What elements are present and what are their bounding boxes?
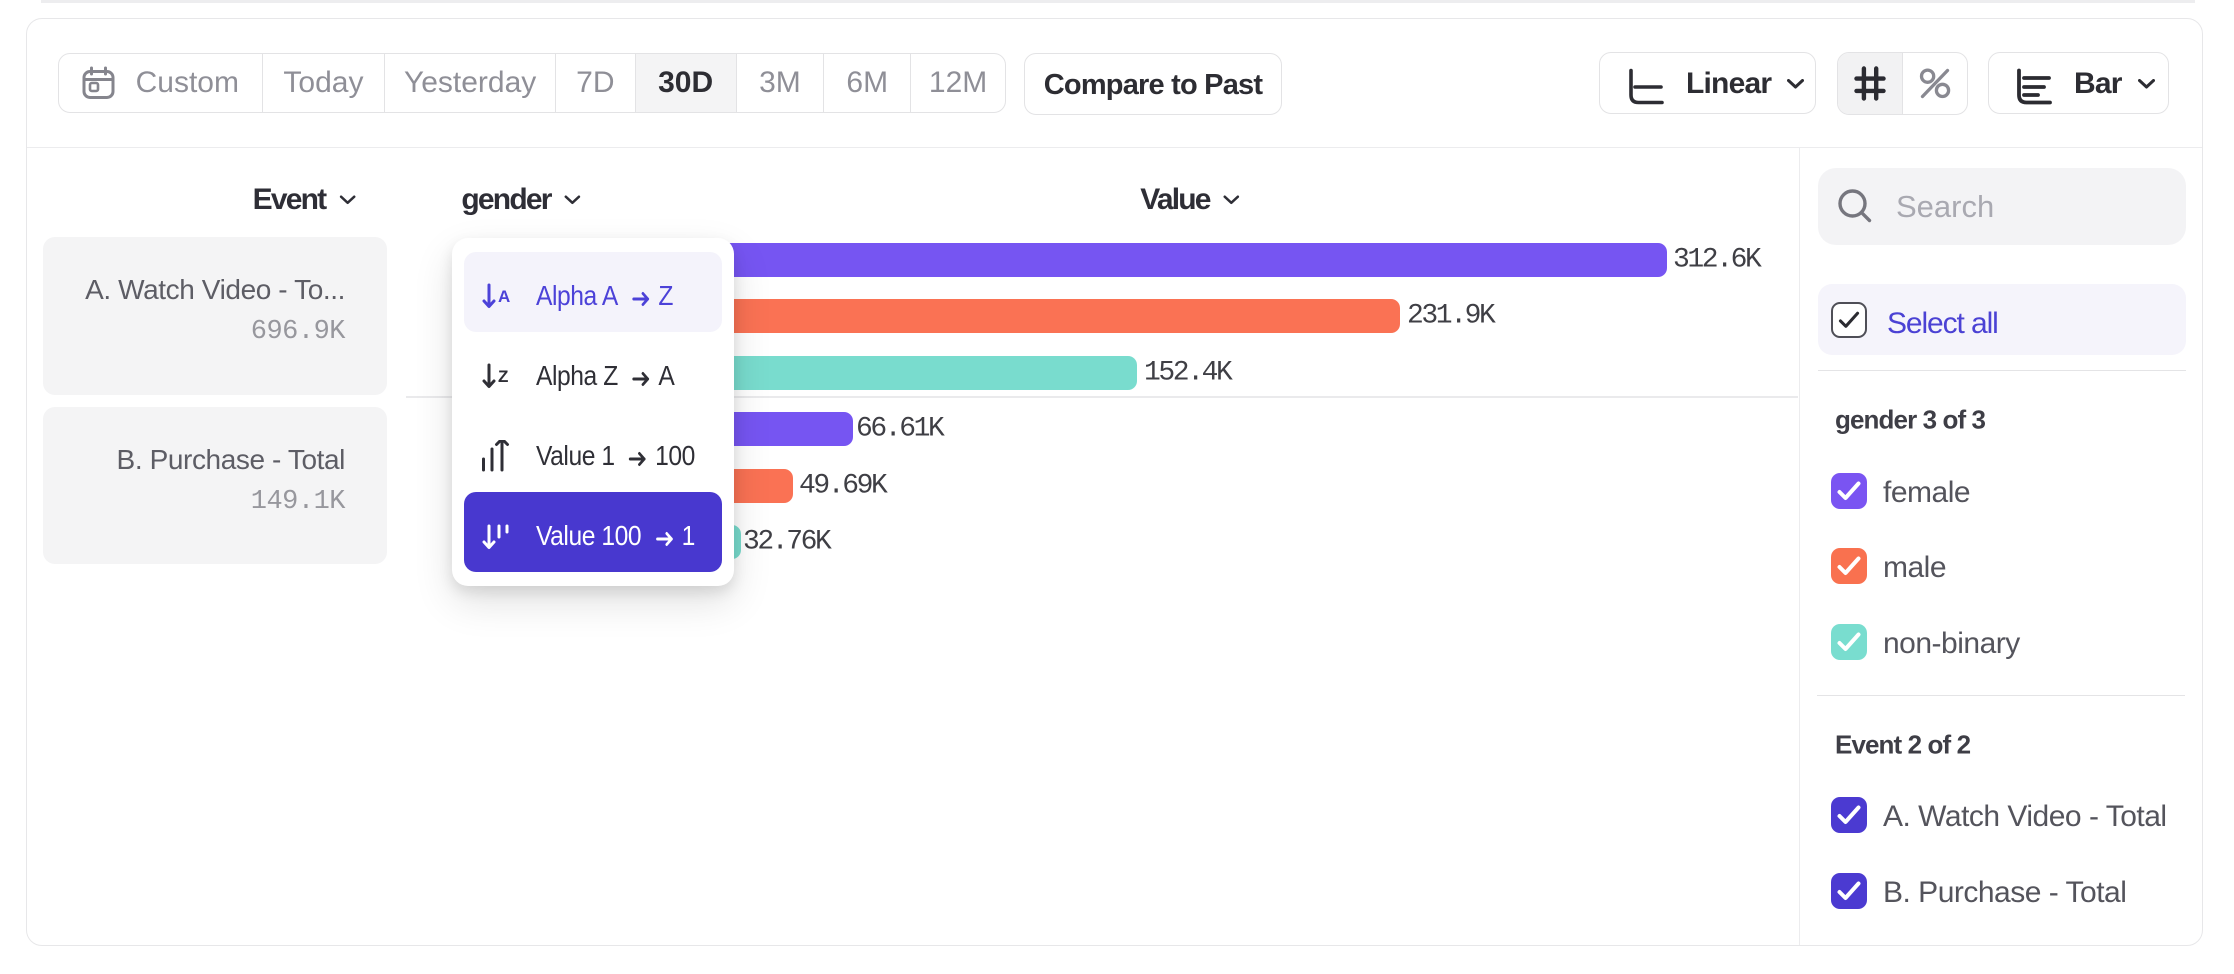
svg-text:Z: Z [498,367,508,386]
svg-text:A: A [498,287,510,306]
